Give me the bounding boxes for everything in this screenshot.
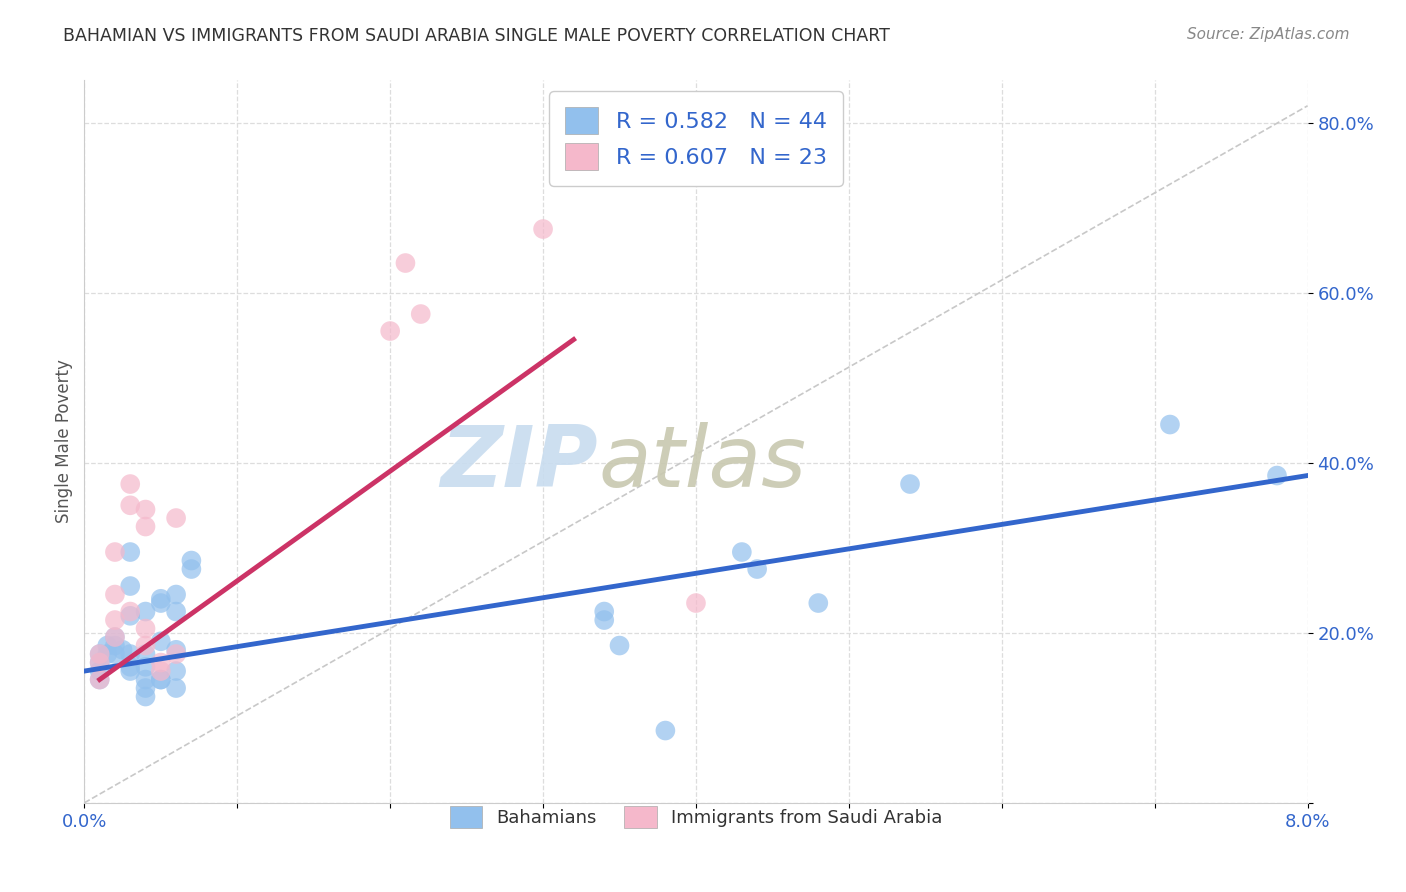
Point	[180, 553, 202, 567]
Point	[180, 562, 202, 576]
Point	[120, 579, 142, 593]
Point	[747, 562, 769, 576]
Point	[135, 622, 157, 636]
Point	[104, 639, 127, 653]
Point	[165, 647, 187, 661]
Point	[135, 681, 157, 695]
Point	[149, 673, 172, 687]
Point	[149, 596, 172, 610]
Point	[104, 588, 127, 602]
Point	[165, 642, 187, 657]
Legend: Bahamians, Immigrants from Saudi Arabia: Bahamians, Immigrants from Saudi Arabia	[440, 797, 952, 837]
Point	[149, 634, 172, 648]
Point	[394, 256, 416, 270]
Point	[135, 660, 157, 674]
Point	[807, 596, 830, 610]
Point	[731, 545, 754, 559]
Point	[135, 502, 157, 516]
Point	[89, 673, 111, 687]
Point	[593, 605, 616, 619]
Point	[104, 630, 127, 644]
Point	[149, 673, 172, 687]
Point	[96, 647, 118, 661]
Y-axis label: Single Male Poverty: Single Male Poverty	[55, 359, 73, 524]
Point	[120, 664, 142, 678]
Point	[120, 545, 142, 559]
Point	[531, 222, 554, 236]
Point	[149, 656, 172, 670]
Point	[1159, 417, 1181, 432]
Point	[104, 630, 127, 644]
Point	[104, 647, 127, 661]
Point	[135, 605, 157, 619]
Point	[149, 591, 172, 606]
Point	[409, 307, 432, 321]
Point	[96, 639, 118, 653]
Point	[165, 664, 187, 678]
Point	[104, 613, 127, 627]
Point	[135, 519, 157, 533]
Point	[1265, 468, 1288, 483]
Point	[120, 660, 142, 674]
Point	[135, 639, 157, 653]
Point	[120, 477, 142, 491]
Point	[89, 664, 111, 678]
Text: BAHAMIAN VS IMMIGRANTS FROM SAUDI ARABIA SINGLE MALE POVERTY CORRELATION CHART: BAHAMIAN VS IMMIGRANTS FROM SAUDI ARABIA…	[63, 27, 890, 45]
Point	[89, 656, 111, 670]
Point	[149, 664, 172, 678]
Text: atlas: atlas	[598, 422, 806, 505]
Text: ZIP: ZIP	[440, 422, 598, 505]
Point	[89, 673, 111, 687]
Point	[89, 647, 111, 661]
Point	[120, 498, 142, 512]
Point	[609, 639, 631, 653]
Point	[104, 545, 127, 559]
Point	[120, 605, 142, 619]
Point	[165, 605, 187, 619]
Point	[380, 324, 402, 338]
Point	[120, 647, 142, 661]
Point	[135, 690, 157, 704]
Point	[135, 673, 157, 687]
Point	[165, 681, 187, 695]
Point	[654, 723, 676, 738]
Point	[120, 608, 142, 623]
Point	[89, 656, 111, 670]
Point	[593, 613, 616, 627]
Point	[165, 588, 187, 602]
Point	[89, 647, 111, 661]
Point	[898, 477, 921, 491]
Text: Source: ZipAtlas.com: Source: ZipAtlas.com	[1187, 27, 1350, 42]
Point	[135, 647, 157, 661]
Point	[165, 511, 187, 525]
Point	[111, 642, 134, 657]
Point	[685, 596, 707, 610]
